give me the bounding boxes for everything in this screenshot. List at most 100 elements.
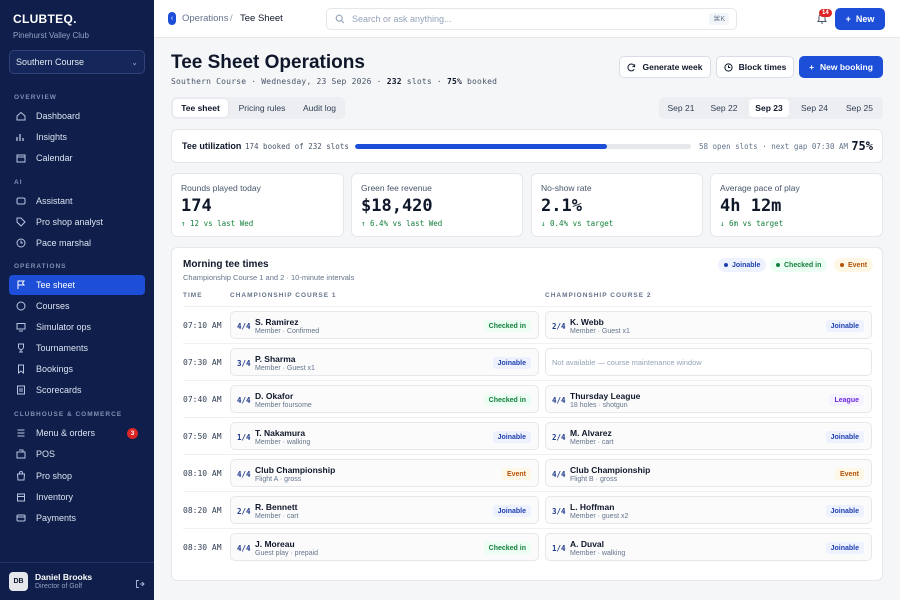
booking-name: R. Bennett [255, 502, 298, 512]
flag-icon [15, 279, 27, 291]
booking-detail: Member · cart [255, 513, 299, 520]
sidebar-item-tournaments[interactable]: Tournaments [9, 338, 145, 358]
booking-detail: Member · walking [570, 550, 626, 557]
bag-icon [15, 470, 27, 482]
player-count: 3/4 [552, 507, 566, 516]
sidebar-item-pos[interactable]: POS [9, 444, 145, 464]
sidebar-item-label: Assistant [36, 196, 73, 206]
legend-event: Event [834, 258, 874, 272]
sidebar-item-assistant[interactable]: Assistant [9, 191, 145, 211]
date-sep-22[interactable]: Sep 22 [710, 103, 738, 113]
tee-slot[interactable]: 1/4 A. Duval Member · walking Joinable [545, 533, 872, 561]
sidebar-item-calendar[interactable]: Calendar [9, 148, 145, 168]
tee-slot[interactable]: 4/4 S. Ramirez Member · Confirmed Checked i… [230, 311, 539, 339]
row-divider [183, 454, 873, 455]
block-times-button[interactable]: Block times [716, 56, 794, 78]
sidebar-item-label: Calendar [36, 153, 73, 163]
tee-slot[interactable]: 4/4 J. Moreau Guest play · prepaid Checked … [230, 533, 539, 561]
status-badge: Event [834, 468, 864, 480]
logout-icon[interactable] [135, 576, 145, 594]
calendar-icon [15, 152, 27, 164]
row-divider [183, 491, 873, 492]
new-booking-label: New booking [820, 62, 873, 72]
kpi-green-fee-revenue: Green fee revenue $18,420 ↑ 6.4% vs last… [351, 173, 523, 237]
avatar: DB [9, 572, 28, 591]
sidebar-item-pro-shop[interactable]: Pro shop [9, 466, 145, 486]
tee-slot[interactable]: 4/4 D. Okafor Member foursome Checked in [230, 385, 539, 413]
sidebar-item-bookings[interactable]: Bookings [9, 359, 145, 379]
sidebar-item-inventory[interactable]: Inventory [9, 487, 145, 507]
tee-slot[interactable]: 3/4 P. Sharma Member · Guest x1 Joinable [230, 348, 539, 376]
panel-subtitle: Championship Course 1 and 2 · 10-minute … [183, 273, 355, 282]
player-count: 1/4 [552, 544, 566, 553]
new-button[interactable]: + New [835, 8, 885, 30]
date-sep-25[interactable]: Sep 25 [846, 103, 873, 113]
new-booking-button[interactable]: + New booking [799, 56, 883, 78]
unavailable-note: Not available — course maintenance windo… [552, 358, 702, 367]
tee-slot[interactable]: 4/4 Thursday League 18 holes · shotgun Leag… [545, 385, 872, 413]
status-badge: Checked in [483, 320, 531, 332]
tee-slot[interactable]: 2/4 K. Webb Member · Guest x1 Joinable [545, 311, 872, 339]
sidebar-item-simulator-ops[interactable]: Simulator ops [9, 317, 145, 337]
sidebar-item-scorecards[interactable]: Scorecards [9, 380, 145, 400]
home-icon [15, 110, 27, 122]
generate-week-button[interactable]: Generate week [619, 56, 711, 78]
sidebar-item-label: Menu & orders [36, 428, 96, 438]
user-profile[interactable]: DB Daniel Brooks Director of Golf [0, 562, 154, 600]
back-icon[interactable]: ‹ [168, 12, 176, 25]
sidebar-item-label: Courses [36, 301, 70, 311]
sidebar-item-label: Pro shop [36, 471, 73, 481]
kpi-delta: ↓ 6m vs target [720, 219, 784, 228]
player-count: 4/4 [552, 396, 566, 405]
clock-icon [724, 62, 733, 72]
search-input[interactable]: Search or ask anything... ⌘K [326, 8, 737, 30]
tag-icon [15, 216, 27, 228]
course-selector[interactable]: Southern Course ⌄ [9, 50, 145, 74]
tee-time: 08:20 AM [183, 506, 222, 515]
kpi-value: 2.1% [541, 196, 582, 216]
sidebar-item-label: Inventory [36, 492, 74, 502]
booking-name: S. Ramirez [255, 317, 299, 327]
player-count: 2/4 [237, 507, 251, 516]
tab-audit-log[interactable]: Audit log [302, 103, 337, 113]
sidebar-item-label: Pace marshal [36, 238, 92, 248]
kpi-delta: ↓ 0.4% vs target [541, 219, 614, 228]
tee-time: 07:30 AM [183, 358, 222, 367]
sidebar-item-payments[interactable]: Payments [9, 508, 145, 528]
register-icon [15, 448, 27, 460]
legend-dot [724, 263, 728, 267]
tee-slot[interactable]: 3/4 L. Hoffman Member · guest x2 Joinable [545, 496, 872, 524]
nav-section-operations: OPERATIONS [14, 263, 67, 270]
legend-dot [840, 263, 844, 267]
date-sep-24[interactable]: Sep 24 [801, 103, 828, 113]
booking-name: Club Championship [570, 465, 651, 475]
sidebar-item-tee-sheet[interactable]: Tee sheet [9, 275, 145, 295]
sidebar-item-label: Scorecards [36, 385, 82, 395]
column-header-course-1: CHAMPIONSHIP COURSE 1 [230, 292, 337, 299]
sidebar-item-menu-orders[interactable]: Menu & orders 3 [9, 423, 145, 443]
breadcrumb-parent[interactable]: Operations [182, 13, 229, 24]
scorecard-icon [15, 384, 27, 396]
player-count: 4/4 [237, 322, 251, 331]
tee-slot[interactable]: 2/4 M. Alvarez Member · cart Joinable [545, 422, 872, 450]
sidebar-item-pace-marshal[interactable]: Pace marshal [9, 233, 145, 253]
nav-section-clubhouse: CLUBHOUSE & COMMERCE [14, 411, 123, 418]
player-count: 2/4 [552, 433, 566, 442]
tee-time: 07:40 AM [183, 395, 222, 404]
utilization-progress-bar [355, 144, 691, 149]
tab-tee-sheet[interactable]: Tee sheet [173, 99, 228, 117]
player-count: 3/4 [237, 359, 251, 368]
sidebar-item-courses[interactable]: Courses [9, 296, 145, 316]
date-sep-23[interactable]: Sep 23 [749, 99, 789, 117]
sidebar-item-dashboard[interactable]: Dashboard [9, 106, 145, 126]
tab-pricing-rules[interactable]: Pricing rules [238, 103, 286, 113]
kpi-pace-of-play: Average pace of play 4h 12m ↓ 6m vs targ… [710, 173, 883, 237]
tee-slot[interactable]: 4/4 Club Championship Flight A · gross Even… [230, 459, 539, 487]
tee-slot[interactable]: 4/4 Club Championship Flight B · gross Even… [545, 459, 872, 487]
tee-slot[interactable]: 1/4 T. Nakamura Member · walking Joinable [230, 422, 539, 450]
tee-slot[interactable]: 2/4 R. Bennett Member · cart Joinable [230, 496, 539, 524]
sidebar-item-pro-shop-analyst[interactable]: Pro shop analyst [9, 212, 145, 232]
kpi-value: $18,420 [361, 196, 433, 216]
sidebar-item-insights[interactable]: Insights [9, 127, 145, 147]
date-sep-21[interactable]: Sep 21 [667, 103, 695, 113]
